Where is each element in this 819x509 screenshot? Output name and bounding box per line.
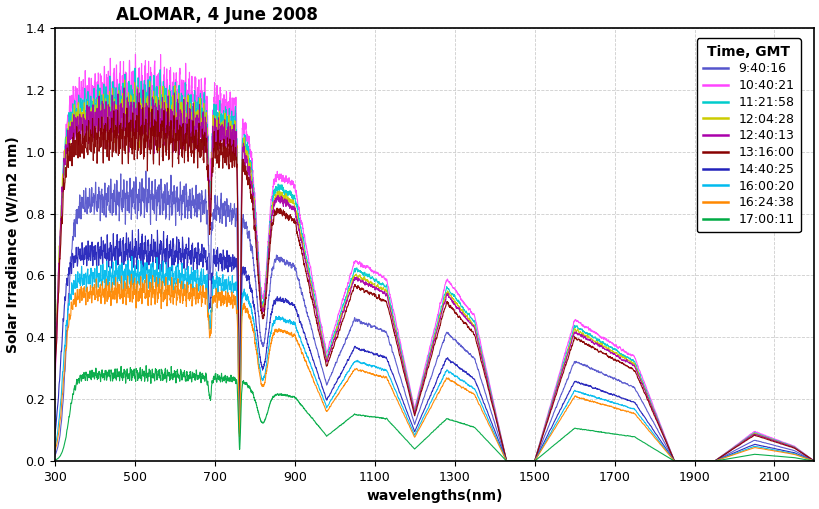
X-axis label: wavelengths(nm): wavelengths(nm)	[366, 490, 502, 503]
Text: ALOMAR, 4 June 2008: ALOMAR, 4 June 2008	[115, 6, 317, 23]
Y-axis label: Solar Irradiance (W/m2 nm): Solar Irradiance (W/m2 nm)	[6, 136, 20, 353]
Legend: 9:40:16, 10:40:21, 11:21:58, 12:04:28, 12:40:13, 13:16:00, 14:40:25, 16:00:20, 1: 9:40:16, 10:40:21, 11:21:58, 12:04:28, 1…	[696, 39, 799, 233]
